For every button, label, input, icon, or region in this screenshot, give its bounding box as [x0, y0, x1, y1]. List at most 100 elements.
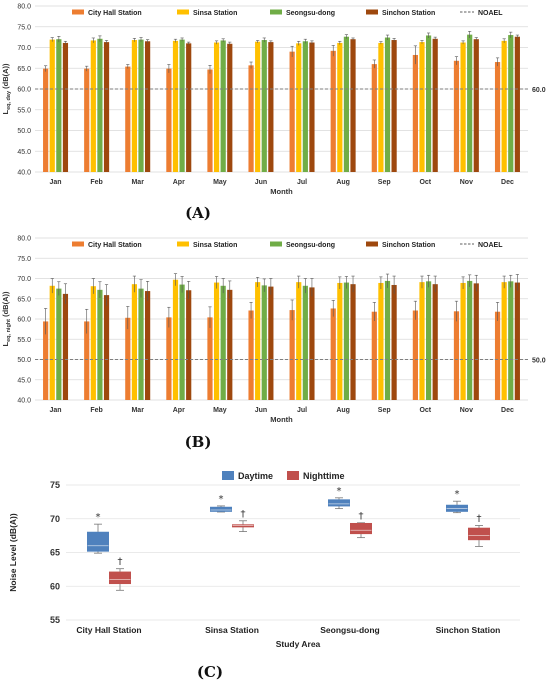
bar: [227, 43, 233, 172]
x-tick-label: Apr: [173, 179, 185, 186]
bar: [289, 310, 295, 400]
bar: [49, 39, 55, 172]
bar: [371, 311, 377, 400]
legend-label: Sinchon Station: [382, 242, 435, 249]
significance-marker: †: [241, 509, 246, 520]
y-axis-title-main: L: [1, 110, 10, 115]
significance-marker: †: [118, 557, 123, 568]
bar: [425, 35, 432, 173]
y-tick-label: 40.0: [17, 170, 31, 177]
bar: [131, 284, 138, 400]
bar: [514, 282, 520, 400]
bar: [419, 282, 425, 400]
legend-swatch: [72, 241, 84, 247]
bar: [289, 51, 295, 172]
y-tick-label: 65.0: [17, 296, 31, 303]
y-tick-label: 75.0: [17, 256, 31, 263]
legend-label: Sinsa Station: [193, 10, 237, 17]
noael-value-label: 60.0: [532, 87, 546, 94]
bar: [220, 285, 226, 400]
bar: [138, 39, 144, 172]
x-tick-label: Feb: [90, 179, 102, 186]
bar: [384, 37, 391, 172]
bar: [207, 317, 213, 400]
noael-value-label: 50.0: [532, 358, 546, 365]
bar: [220, 40, 226, 172]
bar: [330, 50, 336, 172]
bar: [350, 284, 356, 400]
legend-label: Sinchon Station: [382, 10, 435, 17]
box: [210, 506, 232, 512]
y-tick-label: 75: [50, 480, 60, 490]
bar: [179, 39, 185, 172]
bar: [432, 38, 438, 172]
x-axis-title: Month: [270, 415, 293, 424]
bar: [213, 282, 220, 400]
bar: [62, 42, 69, 173]
bar: [425, 281, 432, 400]
legend-label: NOAEL: [478, 242, 503, 249]
bar: [419, 42, 425, 173]
bar: [49, 285, 55, 400]
legend-swatch: [366, 241, 378, 247]
legend-label: City Hall Station: [88, 242, 142, 249]
x-tick-label: Apr: [173, 407, 185, 414]
y-tick-label: 50.0: [17, 128, 31, 135]
x-tick-label: Dec: [501, 179, 514, 186]
bar: [453, 311, 460, 400]
x-tick-label: Sep: [378, 407, 391, 414]
bar: [508, 281, 514, 400]
bar: [494, 62, 501, 172]
x-axis-title: Month: [270, 187, 293, 196]
x-tick-label: Jul: [297, 179, 307, 186]
bar: [412, 310, 418, 400]
x-tick-label: Feb: [90, 407, 102, 414]
x-tick-label: Nov: [460, 407, 473, 414]
legend-label: Daytime: [238, 471, 273, 481]
bar: [166, 317, 172, 400]
caption-a: (A): [185, 204, 211, 222]
y-tick-label: 60.0: [17, 87, 31, 94]
bar: [138, 288, 144, 400]
significance-marker: *: [219, 494, 224, 505]
bar: [467, 280, 473, 400]
bar: [166, 68, 172, 172]
bar: [467, 34, 473, 173]
y-tick-label: 70: [50, 514, 60, 524]
legend-label: Nighttime: [303, 471, 345, 481]
x-tick-label: Nov: [460, 179, 473, 186]
bar: [309, 287, 315, 400]
bar: [412, 54, 418, 172]
y-axis-title: Leq, day (dB(A)): [1, 63, 12, 115]
legend-swatch: [366, 9, 378, 15]
x-tick-label: Sinchon Station: [436, 625, 501, 635]
bar: [227, 289, 233, 400]
legend-swatch: [270, 241, 282, 247]
bar: [391, 284, 397, 400]
x-tick-label: Oct: [419, 179, 431, 186]
x-tick-label: City Hall Station: [76, 625, 141, 635]
bar: [330, 308, 336, 400]
bar: [473, 39, 479, 173]
bar: [43, 68, 49, 172]
bar: [145, 291, 151, 400]
bar: [213, 42, 220, 172]
bar: [125, 66, 131, 172]
bar: [268, 286, 274, 400]
bar: [343, 282, 350, 400]
bar: [56, 39, 62, 173]
bar: [302, 285, 308, 400]
y-tick-label: 45.0: [17, 377, 31, 384]
legend-label: Seongsu-dong: [286, 242, 335, 249]
legend-label: City Hall Station: [88, 10, 142, 17]
bar: [207, 69, 213, 172]
legend-swatch: [287, 471, 299, 480]
bar: [248, 310, 254, 400]
y-axis-title-unit: (dB(A)): [1, 63, 10, 91]
bar: [90, 286, 96, 400]
bar: [261, 40, 267, 172]
bar: [343, 36, 350, 173]
x-tick-label: Jan: [50, 179, 62, 186]
bar: [302, 41, 308, 173]
y-tick-label: 50.0: [17, 357, 31, 364]
